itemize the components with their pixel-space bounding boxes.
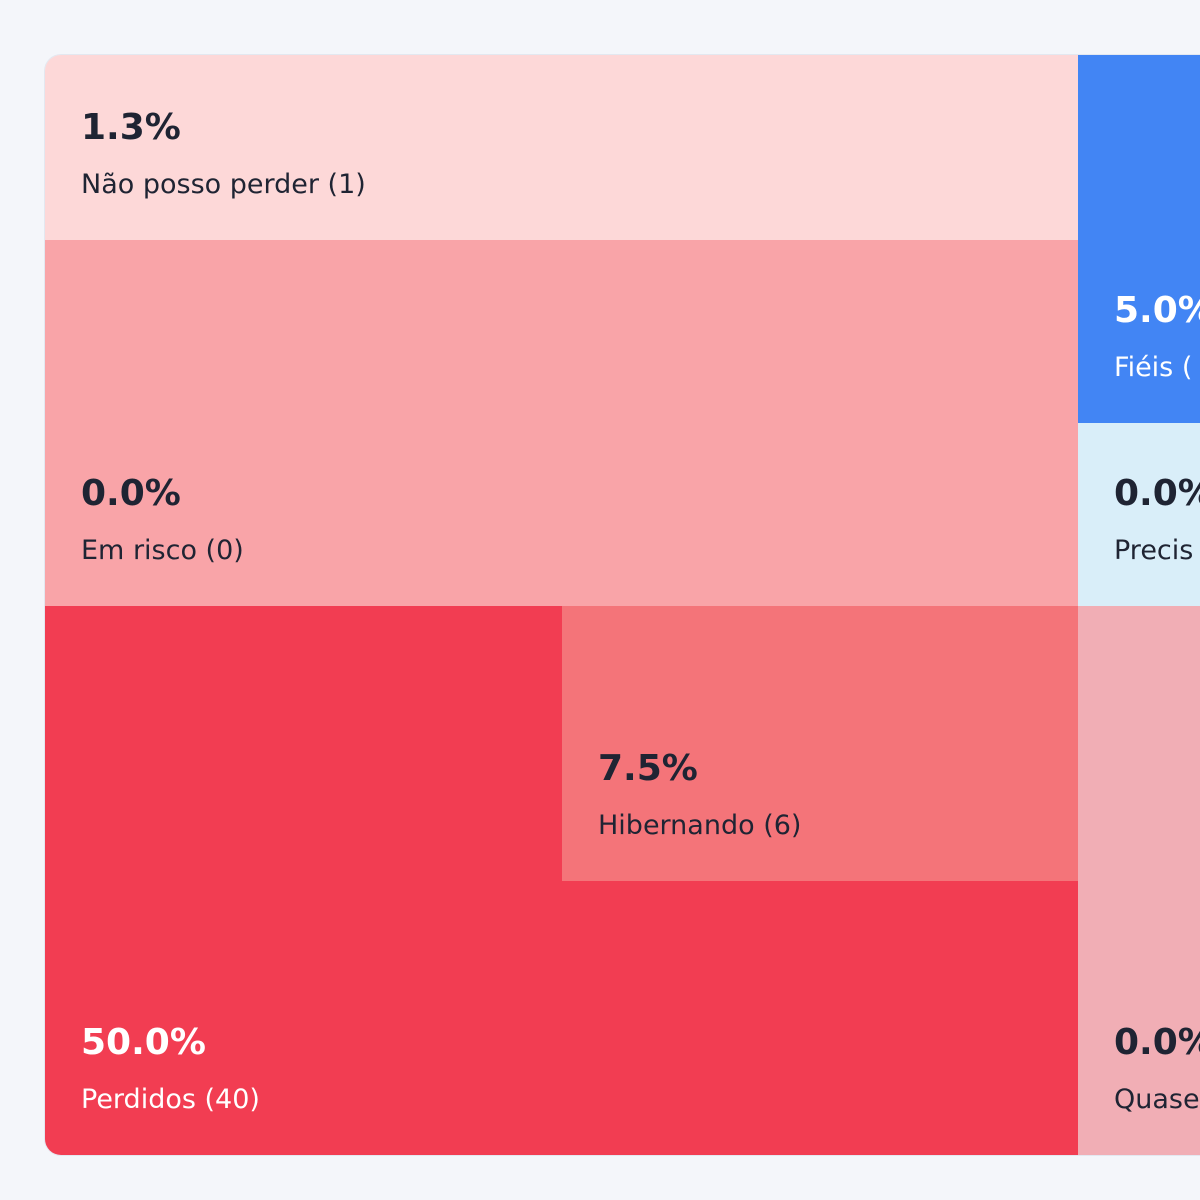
segment-tile[interactable]: 5.0% Fiéis ( [1078,55,1200,423]
segment-tile[interactable]: 0.0% Precis [1078,423,1200,606]
segment-label: Fiéis ( [1114,352,1193,383]
segment-grid: 1.3% Não posso perder (1) 0.0% Em risco … [45,55,1200,1155]
segment-percent: 7.5% [598,748,698,789]
segment-percent: 0.0% [1114,1022,1200,1063]
segment-label: Precis [1114,535,1194,566]
segment-tile[interactable]: 0.0% Quase [1078,606,1200,1155]
segment-label: Hibernando (6) [598,810,802,841]
segment-label: Em risco (0) [81,535,244,566]
segment-tile[interactable]: 0.0% Em risco (0) [45,240,1078,606]
segment-percent: 0.0% [1114,473,1200,514]
segment-label: Quase [1114,1084,1200,1115]
segment-percent: 5.0% [1114,290,1200,331]
segment-percent: 50.0% [81,1022,206,1063]
segment-percent: 0.0% [81,473,181,514]
segment-label: Perdidos (40) [81,1084,260,1115]
segment-tile[interactable]: 1.3% Não posso perder (1) [45,55,1078,240]
segment-tile[interactable]: 7.5% Hibernando (6) [562,606,1078,881]
segment-percent: 1.3% [81,107,181,148]
segment-label: Não posso perder (1) [81,169,366,200]
